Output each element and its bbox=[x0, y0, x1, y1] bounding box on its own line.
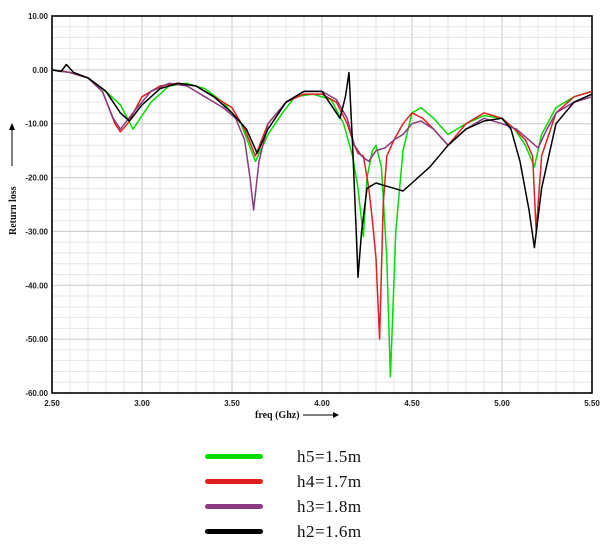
x-tick-label: 5.50 bbox=[584, 399, 600, 408]
plot-frame bbox=[51, 15, 593, 394]
legend-item: h3=1.8m bbox=[205, 494, 465, 519]
series-lines bbox=[51, 63, 593, 378]
y-axis-title: Return loss bbox=[8, 186, 19, 235]
legend: h5=1.5m h4=1.7m h3=1.8m h2=1.6m bbox=[205, 444, 465, 544]
y-tick-label: -10.00 bbox=[25, 120, 48, 129]
x-tick-label: 2.50 bbox=[44, 399, 60, 408]
x-tick-label: 3.00 bbox=[134, 399, 150, 408]
y-tick-label: 0.00 bbox=[32, 66, 48, 75]
x-axis-title-group: freq (Ghz) bbox=[255, 410, 339, 421]
y-axis-title-group: Return loss bbox=[8, 123, 19, 235]
x-axis-title: freq (Ghz) bbox=[255, 410, 300, 421]
legend-swatch bbox=[205, 529, 263, 534]
legend-item: h4=1.7m bbox=[205, 469, 465, 494]
legend-label: h5=1.5m bbox=[297, 446, 362, 466]
legend-label: h3=1.8m bbox=[297, 496, 362, 516]
legend-item: h2=1.6m bbox=[205, 519, 465, 544]
legend-swatch bbox=[205, 479, 263, 484]
legend-label: h2=1.6m bbox=[297, 521, 362, 541]
legend-item: h5=1.5m bbox=[205, 444, 465, 469]
y-tick-label: 10.00 bbox=[28, 12, 49, 21]
y-tick-label: -50.00 bbox=[25, 335, 48, 344]
x-tick-label: 4.00 bbox=[314, 399, 330, 408]
legend-label: h4=1.7m bbox=[297, 471, 362, 491]
x-tick-label: 4.50 bbox=[404, 399, 420, 408]
tick-labels: 2.50 3.00 3.50 4.00 4.50 5.00 5.50 10.00 0.00 -10… bbox=[25, 12, 600, 408]
y-tick-label: -30.00 bbox=[25, 227, 48, 236]
legend-swatch bbox=[205, 454, 263, 459]
legend-swatch bbox=[205, 504, 263, 509]
x-axis-arrowhead bbox=[333, 412, 339, 418]
y-axis-arrowhead bbox=[9, 123, 15, 130]
x-tick-label: 3.50 bbox=[224, 399, 240, 408]
grid bbox=[51, 15, 593, 394]
y-tick-label: -20.00 bbox=[25, 174, 48, 183]
y-tick-label: -40.00 bbox=[25, 281, 48, 290]
y-tick-label: -60.00 bbox=[25, 389, 48, 398]
x-tick-label: 5.00 bbox=[494, 399, 510, 408]
series-line bbox=[51, 63, 593, 278]
